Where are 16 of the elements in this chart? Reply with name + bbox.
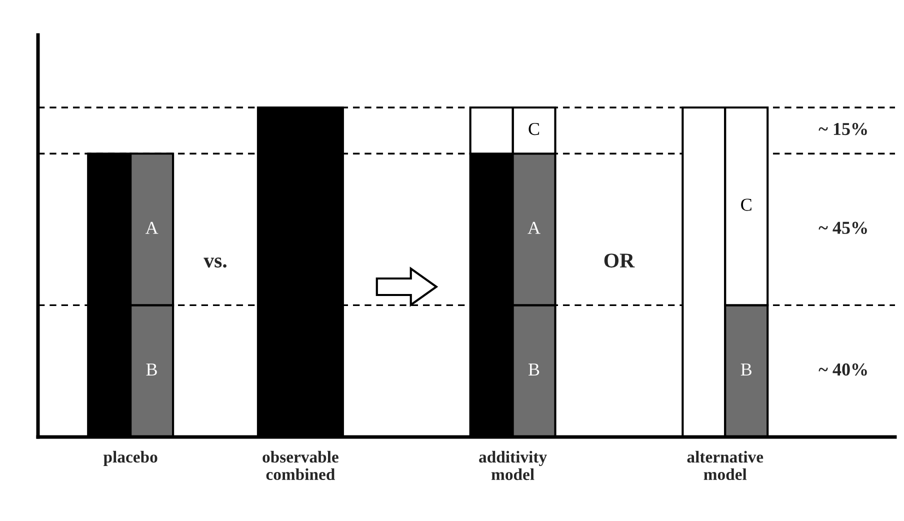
text: ~ 15% — [818, 122, 867, 136]
annotation: OR — [604, 254, 635, 268]
annotation: vs. — [204, 258, 226, 268]
x-tick-label: additivity model — [479, 450, 547, 480]
text: B — [740, 364, 752, 376]
series-label: C — [528, 122, 540, 136]
x-tick-label: observable combined — [262, 450, 338, 480]
text: C — [741, 198, 752, 211]
x-tick-label: placebo — [103, 450, 158, 466]
text: A — [528, 222, 540, 234]
text: ~ 40% — [818, 363, 867, 376]
series-label: A — [145, 222, 158, 234]
x-tick-label: alternative model — [687, 450, 764, 480]
text: B — [528, 364, 540, 376]
text: ~ 45% — [818, 222, 867, 234]
series-label: B — [146, 364, 157, 376]
